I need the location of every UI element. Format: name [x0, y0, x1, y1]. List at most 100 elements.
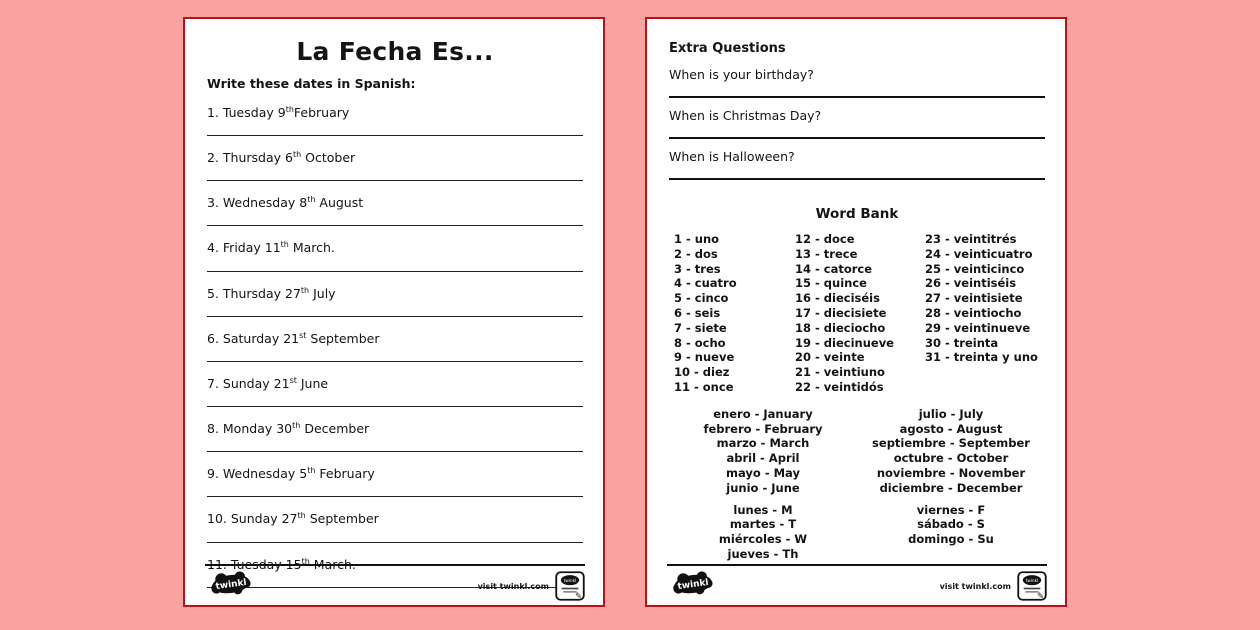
ordinal-suffix: th [292, 421, 301, 431]
question-block: When is Halloween? [669, 149, 1045, 180]
date-item-text: 5. Thursday 27th July [207, 283, 583, 301]
word-bank-entry: 6 - seis [674, 305, 721, 320]
word-bank-entry: 11 - once [674, 379, 734, 394]
answer-line [207, 360, 583, 362]
page-footer: twinkl visit twinkl.com twinkl ✎ [667, 564, 1047, 601]
date-item: 7. Sunday 21st June [207, 373, 583, 408]
ordinal-suffix: th [307, 466, 316, 476]
day-entry: miércoles - W [718, 532, 808, 547]
day-entry: martes - T [729, 517, 797, 532]
twinkl-logo-icon: twinkl [211, 571, 251, 595]
instruction-label: Write these dates in Spanish: [207, 76, 416, 91]
word-bank-entry: 15 - quince [795, 276, 867, 291]
word-bank-entry: 31 - treinta y uno [925, 350, 1038, 365]
date-item-text: 1. Tuesday 9thFebruary [207, 102, 583, 120]
answer-line [207, 135, 583, 137]
word-bank-entry: 3 - tres [674, 261, 721, 276]
word-bank-entry: 9 - nueve [674, 350, 735, 365]
word-bank-entry: 28 - veintiocho [925, 305, 1022, 320]
month-entry: junio - June [726, 480, 800, 495]
date-item: 6. Saturday 21st September [207, 328, 583, 362]
word-bank-entry: 24 - veinticuatro [925, 246, 1033, 261]
date-item: 4. Friday 11th March. [207, 237, 583, 272]
word-bank-entry: 10 - diez [674, 365, 730, 380]
word-bank-entry: 16 - dieciséis [795, 291, 880, 306]
answer-line [207, 586, 583, 588]
word-bank-title: Word Bank [815, 206, 899, 222]
ordinal-suffix: th [285, 105, 294, 114]
twinkl-quality-badge-icon: twinkl ✎ [1017, 571, 1047, 601]
answer-line [669, 137, 1045, 139]
month-entry: noviembre - November [876, 465, 1026, 480]
date-before: 7. Sunday 21 [207, 376, 290, 392]
date-before: 5. Thursday 27 [207, 285, 301, 301]
ordinal-suffix: th [280, 240, 289, 250]
month-entry: abril - April [726, 451, 800, 466]
month-entry: diciembre - December [879, 480, 1023, 495]
word-bank-entry: 5 - cinco [674, 291, 729, 306]
word-bank-entry: 18 - dieciocho [795, 320, 886, 335]
word-bank-entry: 22 - veintidós [795, 379, 884, 394]
date-item: 3. Wednesday 8th August [207, 192, 583, 227]
month-entry: marzo - March [716, 436, 810, 451]
date-item-text: 9. Wednesday 5th February [207, 463, 583, 481]
answer-line [669, 96, 1045, 98]
date-after: October [301, 150, 356, 166]
day-entry: domingo - Su [908, 532, 994, 547]
answer-line [669, 178, 1045, 180]
word-bank-entry: 26 - veintiséis [925, 276, 1017, 291]
word-bank-entry: 23 - veintitrés [925, 232, 1017, 246]
answer-line [207, 315, 583, 317]
word-bank-entry: 1 - uno [674, 232, 720, 246]
badge-logo-text: twinkl [1026, 578, 1038, 583]
answer-line [207, 541, 583, 543]
date-item-text: 4. Friday 11th March. [207, 237, 583, 255]
word-bank-entry: 7 - siete [674, 320, 727, 335]
date-after: March. [288, 240, 335, 256]
date-before: 6. Saturday 21 [207, 330, 300, 346]
date-item-text: 8. Monday 30th December [207, 418, 583, 436]
word-bank-entry: 13 - trece [795, 246, 858, 261]
date-after: June [296, 376, 329, 392]
word-bank-grid: 1 - uno 2 - dos 3 - tres 4 - cuatro 5 - cinc… [669, 232, 1045, 395]
date-after: September [305, 511, 379, 527]
questions-list: When is your birthday? When is Christmas … [669, 67, 1045, 180]
date-after: February [315, 466, 375, 482]
date-item-text: 6. Saturday 21st September [207, 328, 583, 346]
twinkl-logo-icon: twinkl [673, 571, 713, 595]
months-list: enero - January febrero - February marzo -… [669, 407, 1045, 496]
ordinal-suffix: th [307, 195, 316, 205]
month-entry: julio - July [918, 406, 984, 421]
date-after: September [306, 330, 380, 346]
worksheet-page-dates: La Fecha Es... Write these dates in Span… [183, 17, 605, 607]
day-entry: lunes - M [733, 502, 793, 517]
month-entry: octubre - October [893, 451, 1009, 466]
answer-line [207, 451, 583, 453]
word-bank-entry: 25 - veinticinco [925, 261, 1025, 276]
answer-line [207, 270, 583, 272]
date-after: February [293, 105, 350, 121]
ordinal-suffix: st [289, 375, 297, 385]
worksheet-page-extra: Extra Questions When is your birthday? Wh… [645, 17, 1067, 607]
word-bank-entry: 8 - ocho [674, 335, 726, 350]
answer-line [207, 496, 583, 498]
day-entry: jueves - Th [727, 546, 799, 561]
word-bank-entry: 30 - treinta [925, 335, 999, 350]
word-bank-column: 1 - uno 2 - dos 3 - tres 4 - cuatro 5 - cinc… [674, 232, 795, 395]
word-bank-entry: 4 - cuatro [674, 276, 737, 291]
ordinal-suffix: th [300, 285, 310, 295]
month-entry: febrero - February [703, 421, 823, 436]
badge-logo-text: twinkl [564, 578, 576, 583]
date-item: 1. Tuesday 9thFebruary [207, 102, 583, 137]
visit-twinkl-link: visit twinkl.com [939, 581, 1011, 591]
answer-line [207, 225, 583, 227]
date-before: 10. Sunday 27 [207, 511, 298, 527]
day-entry: viernes - F [916, 502, 986, 517]
month-entry: mayo - May [726, 465, 800, 480]
date-before: 8. Monday 30 [207, 421, 293, 437]
question-text: When is your birthday? [669, 67, 814, 82]
word-bank-column: 12 - doce 13 - trece 14 - catorce 15 - quin… [795, 232, 925, 395]
twinkl-quality-badge-icon: twinkl ✎ [555, 571, 585, 601]
